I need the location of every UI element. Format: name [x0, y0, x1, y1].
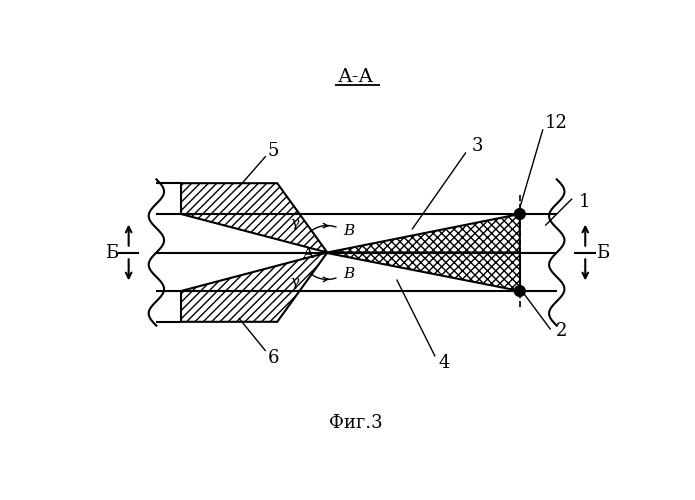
Text: 12: 12: [544, 114, 567, 132]
Text: 6: 6: [268, 349, 279, 367]
Text: 5: 5: [268, 142, 279, 160]
Text: 4: 4: [439, 354, 450, 372]
Text: γ: γ: [291, 275, 300, 289]
Text: A: A: [302, 247, 313, 261]
Text: γ: γ: [291, 216, 300, 230]
Text: Фиг.3: Фиг.3: [329, 414, 383, 432]
Text: 3: 3: [471, 137, 483, 155]
Text: B: B: [343, 224, 354, 238]
Text: 2: 2: [556, 322, 567, 340]
Circle shape: [514, 286, 525, 296]
Text: Б: Б: [105, 244, 118, 262]
Text: B: B: [343, 267, 354, 281]
Polygon shape: [181, 252, 327, 322]
Circle shape: [514, 208, 525, 220]
Polygon shape: [181, 183, 327, 252]
Polygon shape: [327, 252, 520, 291]
Text: А-А: А-А: [338, 68, 374, 86]
Text: 1: 1: [578, 194, 590, 212]
Text: Б: Б: [596, 244, 609, 262]
Polygon shape: [327, 214, 520, 252]
